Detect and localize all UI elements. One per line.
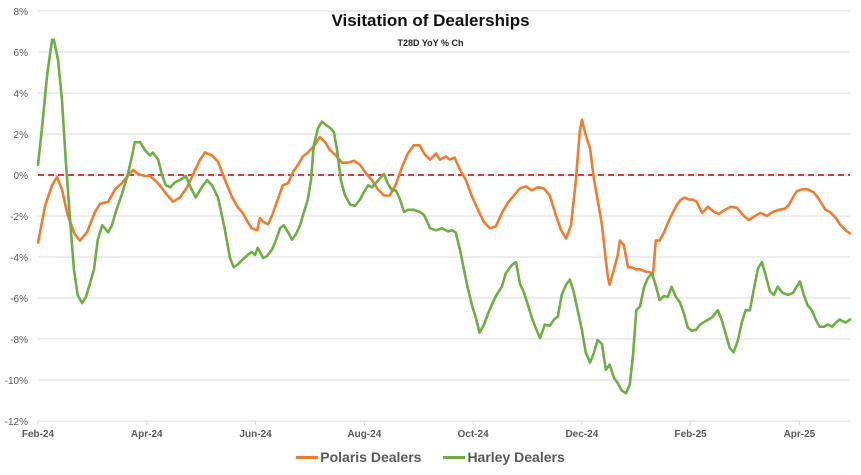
legend: Polaris Dealers Harley Dealers — [0, 449, 861, 465]
chart-title: Visitation of Dealerships — [331, 11, 530, 30]
x-tick-label: Feb-25 — [675, 429, 708, 440]
x-tick-label: Aug-24 — [347, 429, 381, 440]
legend-item-harley: Harley Dealers — [443, 449, 565, 465]
x-axis-tick-labels: Feb-24 Apr-24 Jun-24 Aug-24 Oct-24 Dec-24 Feb-… — [22, 429, 816, 440]
y-tick-label: -8% — [10, 335, 28, 346]
y-tick-label: -4% — [10, 253, 28, 264]
legend-swatch-polaris — [296, 455, 319, 459]
x-tick-label: Oct-24 — [458, 429, 490, 440]
y-tick-label: 0% — [14, 171, 29, 182]
y-tick-label: 2% — [14, 130, 29, 141]
series-line-polaris-dealers — [36, 118, 852, 286]
x-tick-label: Feb-24 — [22, 429, 55, 440]
y-tick-label: -10% — [5, 376, 28, 387]
y-tick-label: -6% — [10, 294, 28, 305]
y-tick-label: -2% — [10, 212, 28, 223]
legend-item-polaris: Polaris Dealers — [296, 449, 421, 465]
y-tick-label: 6% — [14, 48, 29, 59]
gridlines — [37, 10, 850, 425]
x-tick-label: Apr-25 — [784, 429, 816, 440]
legend-swatch-harley — [443, 455, 466, 459]
x-tick-label: Apr-24 — [131, 429, 163, 440]
series-lines — [36, 38, 852, 395]
y-tick-label: 4% — [14, 89, 29, 100]
y-tick-label: 8% — [14, 7, 29, 18]
legend-label-harley: Harley Dealers — [467, 449, 565, 465]
series-line-harley-dealers — [36, 38, 852, 395]
y-tick-label: -12% — [5, 417, 28, 428]
legend-label-polaris: Polaris Dealers — [320, 449, 422, 465]
x-tick-label: Jun-24 — [239, 429, 272, 440]
y-axis-tick-labels: 8% 6% 4% 2% 0% -2% -4% -6% -8% -10% -12% — [5, 7, 28, 428]
chart-subtitle: T28D YoY % Ch — [397, 38, 464, 48]
x-tick-label: Dec-24 — [565, 429, 598, 440]
